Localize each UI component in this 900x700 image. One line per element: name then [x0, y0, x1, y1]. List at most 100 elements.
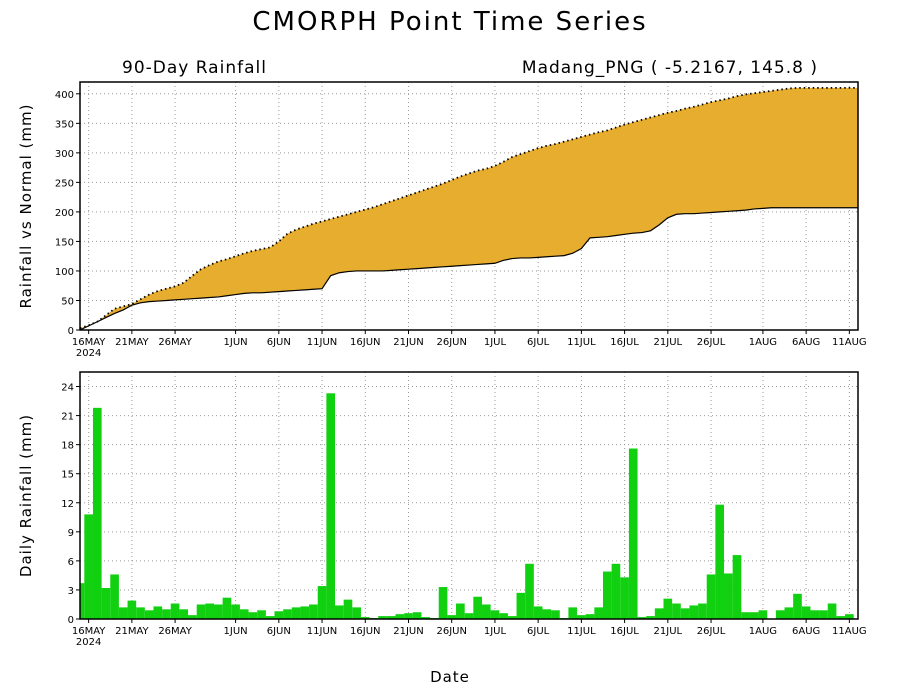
daily-rainfall-bar: [706, 574, 716, 619]
top-y-axis-label: Rainfall vs Normal (mm): [17, 104, 35, 309]
bottom-y-tick-label: 24: [61, 383, 74, 394]
daily-rainfall-bar: [395, 614, 405, 619]
daily-rainfall-bar: [447, 615, 457, 619]
daily-rainfall-bar: [101, 588, 111, 619]
location-subtitle: Madang_PNG ( -5.2167, 145.8 ): [522, 58, 818, 78]
daily-rainfall-bar: [715, 504, 725, 619]
bottom-x-tick-label: 6AUG: [792, 626, 820, 637]
daily-rainfall-bar: [188, 615, 197, 619]
daily-rainfall-bar: [80, 583, 85, 619]
top-x-tick-label: 16MAY: [72, 337, 106, 348]
daily-rainfall-bar: [611, 563, 621, 619]
daily-rainfall-bar: [283, 609, 292, 619]
daily-rainfall-bar: [801, 606, 811, 619]
bottom-x-tick-label: 11JUN: [307, 626, 337, 637]
top-y-tick-label: 100: [55, 267, 74, 278]
daily-rainfall-bar: [810, 610, 820, 619]
top-y-tick-label: 50: [61, 296, 74, 307]
chart-title: CMORPH Point Time Series: [252, 7, 647, 37]
bottom-x-tick-label: 26JUL: [697, 626, 726, 637]
daily-rainfall-bar: [775, 610, 785, 619]
top-x-tick-year: 2024: [76, 348, 101, 359]
daily-rainfall-bar: [205, 603, 214, 619]
daily-rainfall-bar: [404, 613, 413, 619]
daily-rainfall-bar: [118, 607, 128, 619]
top-y-tick-label: 150: [55, 237, 74, 248]
top-x-tick-label: 26JUN: [436, 337, 466, 348]
daily-rainfall-bar: [257, 610, 266, 619]
bottom-x-tick-label: 11JUL: [567, 626, 596, 637]
bottom-x-tick-label: 1JUL: [484, 626, 507, 637]
daily-rainfall-bar: [827, 603, 837, 619]
bottom-x-tick-label: 11AUG: [832, 626, 867, 637]
top-y-tick-label: 200: [55, 208, 74, 219]
daily-rainfall-bar: [689, 605, 699, 619]
top-x-tick-label: 1AUG: [749, 337, 777, 348]
daily-rainfall-bar: [741, 612, 750, 619]
top-x-tick-label: 26MAY: [158, 337, 192, 348]
top-y-tick-label: 300: [55, 149, 74, 160]
daily-rainfall-bar: [680, 608, 690, 619]
daily-rainfall-bar: [499, 613, 508, 619]
daily-rainfall-bar: [92, 407, 102, 619]
normal-rainfall-line: [79, 207, 858, 331]
bottom-x-tick-label: 16MAY: [72, 626, 106, 637]
top-x-tick-label: 16JUN: [350, 337, 380, 348]
daily-rainfall-bar: [698, 603, 707, 619]
daily-rainfall-bar: [360, 617, 370, 619]
top-x-tick-label: 6AUG: [792, 337, 820, 348]
daily-rainfall-bar: [153, 606, 163, 619]
bottom-x-tick-label: 16JUN: [350, 626, 380, 637]
top-x-tick-label: 6JUL: [527, 337, 550, 348]
top-x-tick-label: 21MAY: [115, 337, 149, 348]
daily-rainfall-bar: [265, 616, 275, 619]
daily-rainfall-bar: [309, 604, 318, 619]
daily-rainfall-bar: [239, 609, 249, 619]
top-x-tick-label: 21JUL: [654, 337, 683, 348]
daily-rainfall-bar: [568, 607, 578, 619]
daily-rainfall-bar: [533, 606, 543, 619]
daily-rainfall-bar: [412, 612, 422, 619]
daily-rainfall-bar: [179, 609, 189, 619]
daily-rainfall-bar: [196, 604, 206, 619]
daily-rainfall-bar: [490, 610, 500, 619]
daily-rainfall-bar: [577, 615, 586, 619]
daily-rainfall-bar: [386, 616, 396, 619]
top-x-tick-label: 11JUL: [567, 337, 596, 348]
daily-rainfall-bar: [845, 614, 854, 619]
daily-rainfall-bar: [646, 616, 655, 619]
bottom-y-tick-label: 15: [61, 470, 74, 481]
daily-rainfall-bar: [456, 603, 465, 619]
daily-rainfall-bar: [84, 514, 93, 619]
daily-rainfall-bar: [784, 607, 794, 619]
bottom-x-tick-label: 1JUN: [224, 626, 248, 637]
bottom-y-tick-label: 12: [61, 499, 74, 510]
top-x-tick-label: 6JUN: [267, 337, 291, 348]
bottom-x-tick-label: 16JUL: [610, 626, 639, 637]
bottom-y-tick-label: 6: [68, 557, 74, 568]
daily-rainfall-bar: [317, 586, 327, 619]
daily-rainfall-bar: [110, 574, 119, 619]
daily-rainfall-bar: [516, 592, 526, 619]
daily-rainfall-bar: [732, 555, 742, 619]
daily-rainfall-bar: [602, 571, 612, 619]
daily-rainfall-bar: [836, 616, 846, 619]
daily-rainfall-bar: [507, 616, 517, 619]
top-x-tick-label: 1JUL: [484, 337, 507, 348]
top-x-tick-label: 11AUG: [832, 337, 867, 348]
daily-rainfall-bar: [326, 393, 336, 619]
daily-rainfall-bar: [378, 616, 387, 619]
daily-rainfall-bar: [481, 604, 491, 619]
bottom-y-tick-label: 9: [68, 528, 74, 539]
top-y-tick-label: 0: [68, 326, 74, 337]
top-y-tick-label: 400: [55, 90, 74, 101]
daily-rainfall-bar: [144, 610, 154, 619]
daily-rainfall-bar: [620, 577, 629, 619]
daily-rainfall-bar: [637, 617, 647, 619]
bottom-x-tick-label: 21MAY: [115, 626, 149, 637]
daily-rainfall-bar: [551, 610, 560, 619]
daily-rainfall-bar: [438, 587, 448, 619]
daily-rainfall-bar: [222, 597, 232, 619]
bottom-x-tick-label: 6JUL: [527, 626, 550, 637]
